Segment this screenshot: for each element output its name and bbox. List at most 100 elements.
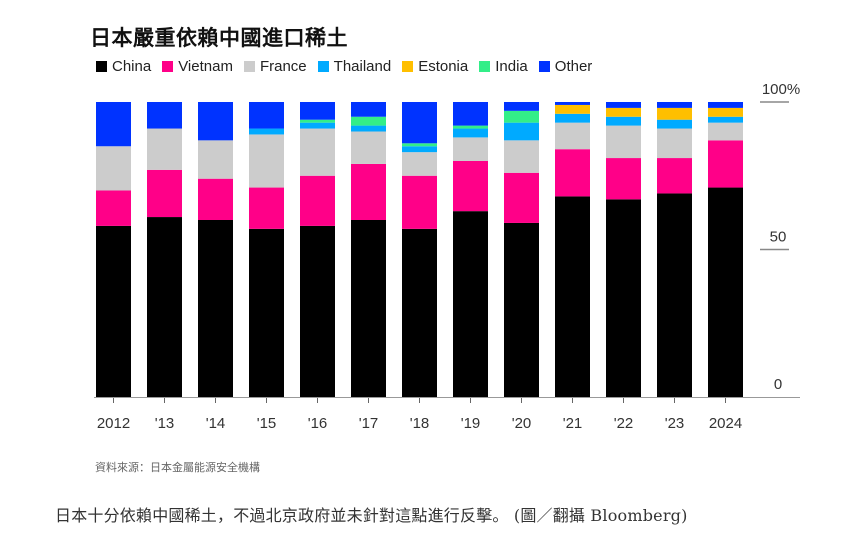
- legend-label: Other: [554, 58, 593, 75]
- legend-label: Estonia: [418, 58, 469, 75]
- bar-segment-vietnam-0: [96, 190, 131, 226]
- bar-segment-france-4: [300, 128, 335, 176]
- image-caption: 日本十分依賴中國稀土，不過北京政府並未針對這點進行反擊。 (圖／翻攝 Bloom…: [55, 506, 688, 525]
- bar-segment-vietnam-8: [504, 172, 539, 223]
- bar-segment-vietnam-4: [300, 175, 335, 226]
- bar-segment-vietnam-9: [555, 149, 590, 197]
- bar-segment-china-11: [657, 193, 692, 397]
- bar-segment-thailand-9: [555, 113, 590, 123]
- bar-segment-china-9: [555, 196, 590, 397]
- bar-segment-vietnam-1: [147, 169, 182, 218]
- bar-segment-other-4: [300, 102, 335, 120]
- bar-segment-india-5: [351, 116, 386, 126]
- bar-segment-thailand-12: [708, 116, 743, 123]
- x-tick-label: '18: [410, 415, 430, 432]
- y-tick-label: 100%: [762, 81, 800, 98]
- bar-segment-estonia-11: [657, 107, 692, 120]
- bar-segment-india-4: [300, 119, 335, 123]
- legend-label: India: [495, 58, 528, 75]
- bar-segment-france-0: [96, 146, 131, 191]
- x-tick-label: '21: [563, 415, 583, 432]
- legend-item-thailand: Thailand: [317, 58, 391, 75]
- bar-segment-india-8: [504, 110, 539, 123]
- bar-segment-china-6: [402, 228, 437, 397]
- bar-segment-vietnam-11: [657, 158, 692, 194]
- bar-segment-thailand-11: [657, 119, 692, 129]
- bar-segment-china-4: [300, 225, 335, 397]
- bar-segment-france-9: [555, 122, 590, 150]
- bar-segment-china-12: [708, 187, 743, 397]
- bar-segment-china-1: [147, 217, 182, 397]
- bar-segment-vietnam-7: [453, 161, 488, 212]
- legend-item-india: India: [479, 58, 528, 75]
- bar-segment-estonia-10: [606, 107, 641, 117]
- legend-item-vietnam: Vietnam: [162, 58, 233, 75]
- bar-segment-vietnam-10: [606, 158, 641, 200]
- bar-segment-india-7: [453, 125, 488, 129]
- x-tick-label: '13: [155, 415, 175, 432]
- bar-segment-china-0: [96, 225, 131, 397]
- bar-segment-india-6: [402, 143, 437, 147]
- x-tick-label: '14: [206, 415, 226, 432]
- chart-legend: China Vietnam France Thailand Estonia India Ot…: [96, 58, 592, 75]
- bar-segment-thailand-4: [300, 122, 335, 129]
- bar-segment-other-6: [402, 102, 437, 144]
- bar-segment-france-10: [606, 125, 641, 159]
- legend-swatch: [96, 61, 107, 72]
- bar-segment-other-1: [147, 102, 182, 129]
- bar-segment-vietnam-12: [708, 140, 743, 188]
- legend-item-other: Other: [538, 58, 593, 75]
- legend-swatch: [317, 61, 329, 72]
- y-tick-label: 50: [770, 229, 787, 246]
- legend-swatch: [243, 61, 255, 72]
- bar-segment-france-7: [453, 137, 488, 161]
- bar-segment-other-3: [249, 102, 284, 129]
- bar-segment-france-2: [198, 140, 233, 179]
- legend-swatch: [479, 61, 491, 72]
- bar-segment-china-10: [606, 199, 641, 397]
- bar-segment-thailand-10: [606, 116, 641, 126]
- bar-segment-vietnam-6: [402, 175, 437, 229]
- bar-segment-other-2: [198, 102, 233, 141]
- bar-segment-china-3: [249, 228, 284, 397]
- bar-segment-other-9: [555, 102, 590, 105]
- bar-segment-france-5: [351, 131, 386, 164]
- bar-segment-other-8: [504, 102, 539, 111]
- bar-segment-china-7: [453, 211, 488, 397]
- legend-swatch: [402, 61, 414, 72]
- x-tick-label: '16: [308, 415, 328, 432]
- x-tick-label: '23: [665, 415, 685, 432]
- x-tick-label: '15: [257, 415, 277, 432]
- bar-segment-france-8: [504, 140, 539, 173]
- bar-segment-china-5: [351, 220, 386, 397]
- x-tick-label: '20: [512, 415, 532, 432]
- bar-segment-thailand-6: [402, 146, 437, 153]
- x-tick-label: 2012: [97, 415, 130, 432]
- bar-segment-thailand-3: [249, 128, 284, 135]
- legend-item-estonia: Estonia: [402, 58, 468, 75]
- bar-segment-france-6: [402, 152, 437, 176]
- legend-swatch: [162, 61, 174, 72]
- legend-label: Vietnam: [178, 58, 233, 75]
- bar-segment-other-10: [606, 102, 641, 108]
- legend-swatch: [538, 61, 550, 72]
- legend-label: France: [259, 58, 307, 75]
- bar-segment-china-2: [198, 220, 233, 397]
- chart-title: 日本嚴重依賴中國進口稀土: [90, 26, 348, 50]
- legend-item-china: China: [96, 58, 151, 75]
- x-tick-label: '17: [359, 415, 379, 432]
- x-tick-label: '22: [614, 415, 634, 432]
- bar-segment-vietnam-3: [249, 187, 284, 229]
- x-tick-label: '19: [461, 415, 481, 432]
- bar-segment-france-11: [657, 128, 692, 159]
- source-note: 資料來源：日本金屬能源安全機構: [95, 461, 260, 474]
- bar-segment-france-12: [708, 122, 743, 141]
- bar-segment-other-0: [96, 102, 131, 147]
- bar-segment-other-12: [708, 102, 743, 108]
- legend-item-france: France: [243, 58, 307, 75]
- bar-segment-france-3: [249, 134, 284, 188]
- bar-segment-thailand-8: [504, 122, 539, 141]
- bar-segment-vietnam-2: [198, 178, 233, 220]
- bar-segment-other-11: [657, 102, 692, 108]
